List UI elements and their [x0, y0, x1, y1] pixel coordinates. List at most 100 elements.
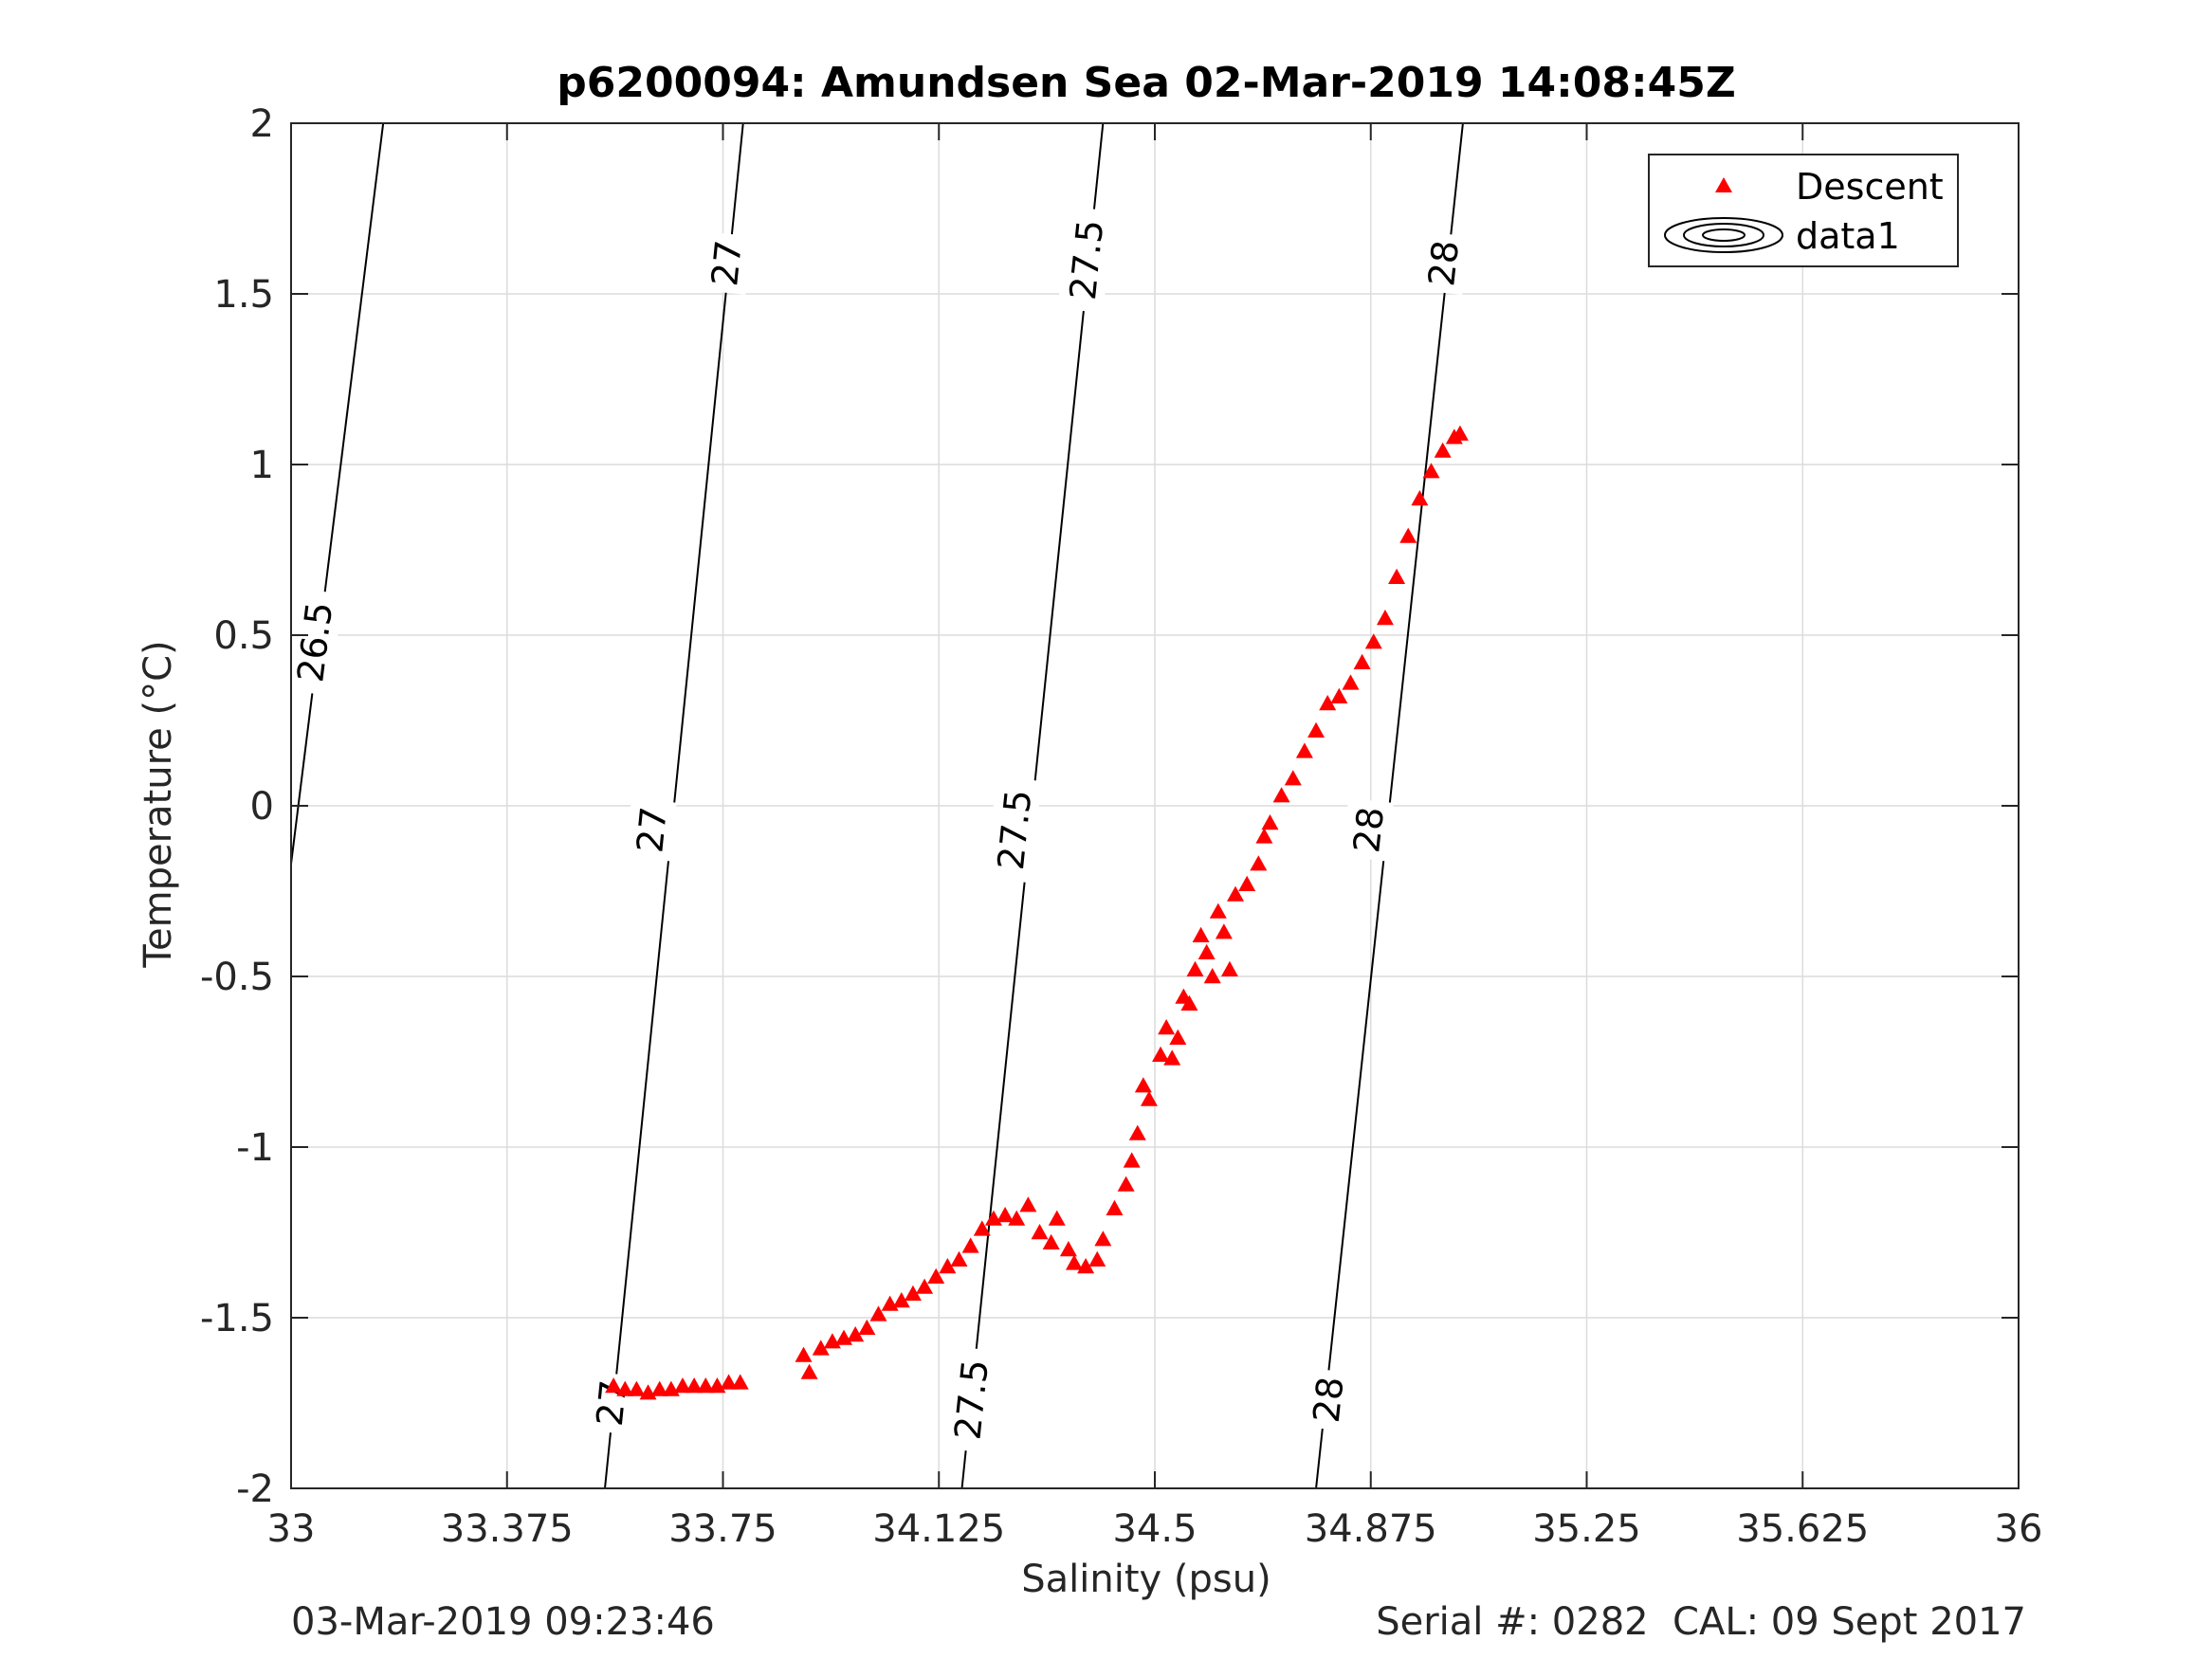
descent-point	[892, 1292, 910, 1308]
descent-point	[1065, 1254, 1083, 1270]
contour-label-background	[942, 1346, 999, 1453]
x-axis-label: Salinity (psu)	[1021, 1558, 1271, 1601]
descent-point	[904, 1285, 922, 1301]
descent-point	[1220, 960, 1238, 976]
axis-ticks: 33 33.375 33.75 34.125 34.5 34.875 35.25 35.625…	[200, 102, 2043, 1551]
descent-point	[1209, 902, 1227, 919]
x-tick-label: 34.875	[1305, 1507, 1437, 1551]
footer-timestamp: 03-Mar-2019 09:23:46	[291, 1600, 715, 1644]
legend-descent-marker	[1715, 177, 1732, 192]
descent-point	[1134, 1077, 1152, 1093]
x-tick-label: 33	[267, 1507, 316, 1551]
contour-label-background	[625, 797, 677, 862]
descent-point	[1197, 943, 1216, 959]
descent-point	[1106, 1199, 1124, 1215]
descent-point	[812, 1340, 830, 1356]
contour-label-background	[1302, 1368, 1354, 1431]
descent-point	[1077, 1258, 1095, 1274]
descent-point	[1123, 1152, 1141, 1168]
descent-point	[858, 1319, 876, 1335]
legend-box	[1648, 154, 1959, 267]
descent-point	[1042, 1233, 1060, 1249]
x-tick-label: 33.375	[441, 1507, 574, 1551]
descent-point	[1059, 1241, 1077, 1257]
descent-point	[869, 1305, 887, 1322]
descent-point	[1163, 1049, 1181, 1066]
descent-point	[1140, 1090, 1158, 1106]
contour-label: 26.5	[289, 600, 340, 684]
descent-point	[916, 1278, 934, 1294]
descent-point	[1261, 814, 1279, 830]
descent-point	[1451, 425, 1469, 441]
descent-point	[961, 1237, 979, 1253]
contour-label: 28	[1306, 1375, 1352, 1425]
descent-point	[1284, 770, 1302, 786]
y-tick-label: 2	[250, 102, 274, 146]
x-tick-label: 35.25	[1532, 1507, 1641, 1551]
descent-point	[1434, 442, 1452, 458]
descent-point	[1295, 742, 1313, 758]
contour-label: 27.5	[946, 1358, 996, 1442]
descent-point	[1411, 490, 1429, 506]
descent-point	[1128, 1124, 1146, 1140]
descent-point	[1376, 610, 1394, 626]
x-tick-label: 33.75	[668, 1507, 777, 1551]
y-tick-label: 1	[250, 444, 274, 487]
y-tick-label: -2	[236, 1468, 274, 1511]
contour-label-background	[284, 588, 343, 696]
descent-point	[1203, 968, 1221, 984]
contour-label-group: 27	[625, 797, 677, 862]
footer-serial-cal: Serial #: 0282 CAL: 09 Sept 2017	[1376, 1600, 2026, 1644]
contour-label-background	[1342, 797, 1394, 862]
legend: Descent data1	[1648, 154, 1959, 267]
contour-label-background	[1417, 231, 1469, 295]
descent-point	[1169, 1029, 1187, 1045]
descent-point	[1117, 1176, 1135, 1192]
chart-title: p6200094: Amundsen Sea 02-Mar-2019 14:08…	[557, 59, 1735, 107]
contour-label-group: 28	[1302, 1368, 1354, 1431]
x-tick-label: 34.5	[1112, 1507, 1197, 1551]
legend-label-descent: Descent	[1796, 166, 1944, 208]
contour-label-group: 26.5	[284, 588, 343, 696]
descent-point	[697, 1377, 715, 1394]
descent-point	[1227, 885, 1245, 902]
contour-label-background	[1057, 206, 1114, 314]
descent-point	[1088, 1250, 1106, 1267]
descent-point	[996, 1207, 1015, 1223]
y-tick-label: 0	[250, 785, 274, 829]
descent-series	[605, 425, 1469, 1400]
legend-contour-icon	[1702, 228, 1746, 242]
descent-point	[1180, 994, 1198, 1011]
y-tick-label: -0.5	[200, 956, 274, 999]
legend-label-data1: data1	[1796, 215, 1900, 257]
descent-point	[720, 1374, 738, 1390]
contour-label-group: 28	[1342, 797, 1394, 862]
density-contour-26.5	[290, 122, 385, 865]
descent-point	[1319, 695, 1337, 711]
descent-point	[731, 1374, 749, 1390]
x-tick-label: 34.125	[872, 1507, 1005, 1551]
descent-point	[686, 1377, 704, 1394]
descent-point	[605, 1377, 623, 1394]
descent-point	[1255, 828, 1273, 844]
legend-contour-icon	[1664, 217, 1783, 253]
descent-point	[628, 1380, 646, 1396]
descent-point	[795, 1346, 813, 1362]
descent-point	[1152, 1046, 1170, 1062]
descent-point	[1008, 1210, 1026, 1226]
descent-point	[1330, 687, 1348, 703]
x-tick-label: 36	[1995, 1507, 2043, 1551]
descent-point	[673, 1377, 691, 1394]
descent-point	[927, 1267, 945, 1284]
descent-point	[973, 1220, 991, 1236]
descent-point	[847, 1326, 865, 1342]
y-tick-label: -1	[236, 1126, 274, 1170]
y-tick-label: -1.5	[200, 1297, 274, 1340]
descent-point	[1186, 960, 1204, 976]
descent-point	[1250, 855, 1268, 871]
descent-point	[1048, 1210, 1066, 1226]
contour-label: 27	[704, 238, 750, 288]
y-tick-label: 0.5	[213, 614, 274, 658]
contour-label: 27.5	[1062, 218, 1111, 302]
